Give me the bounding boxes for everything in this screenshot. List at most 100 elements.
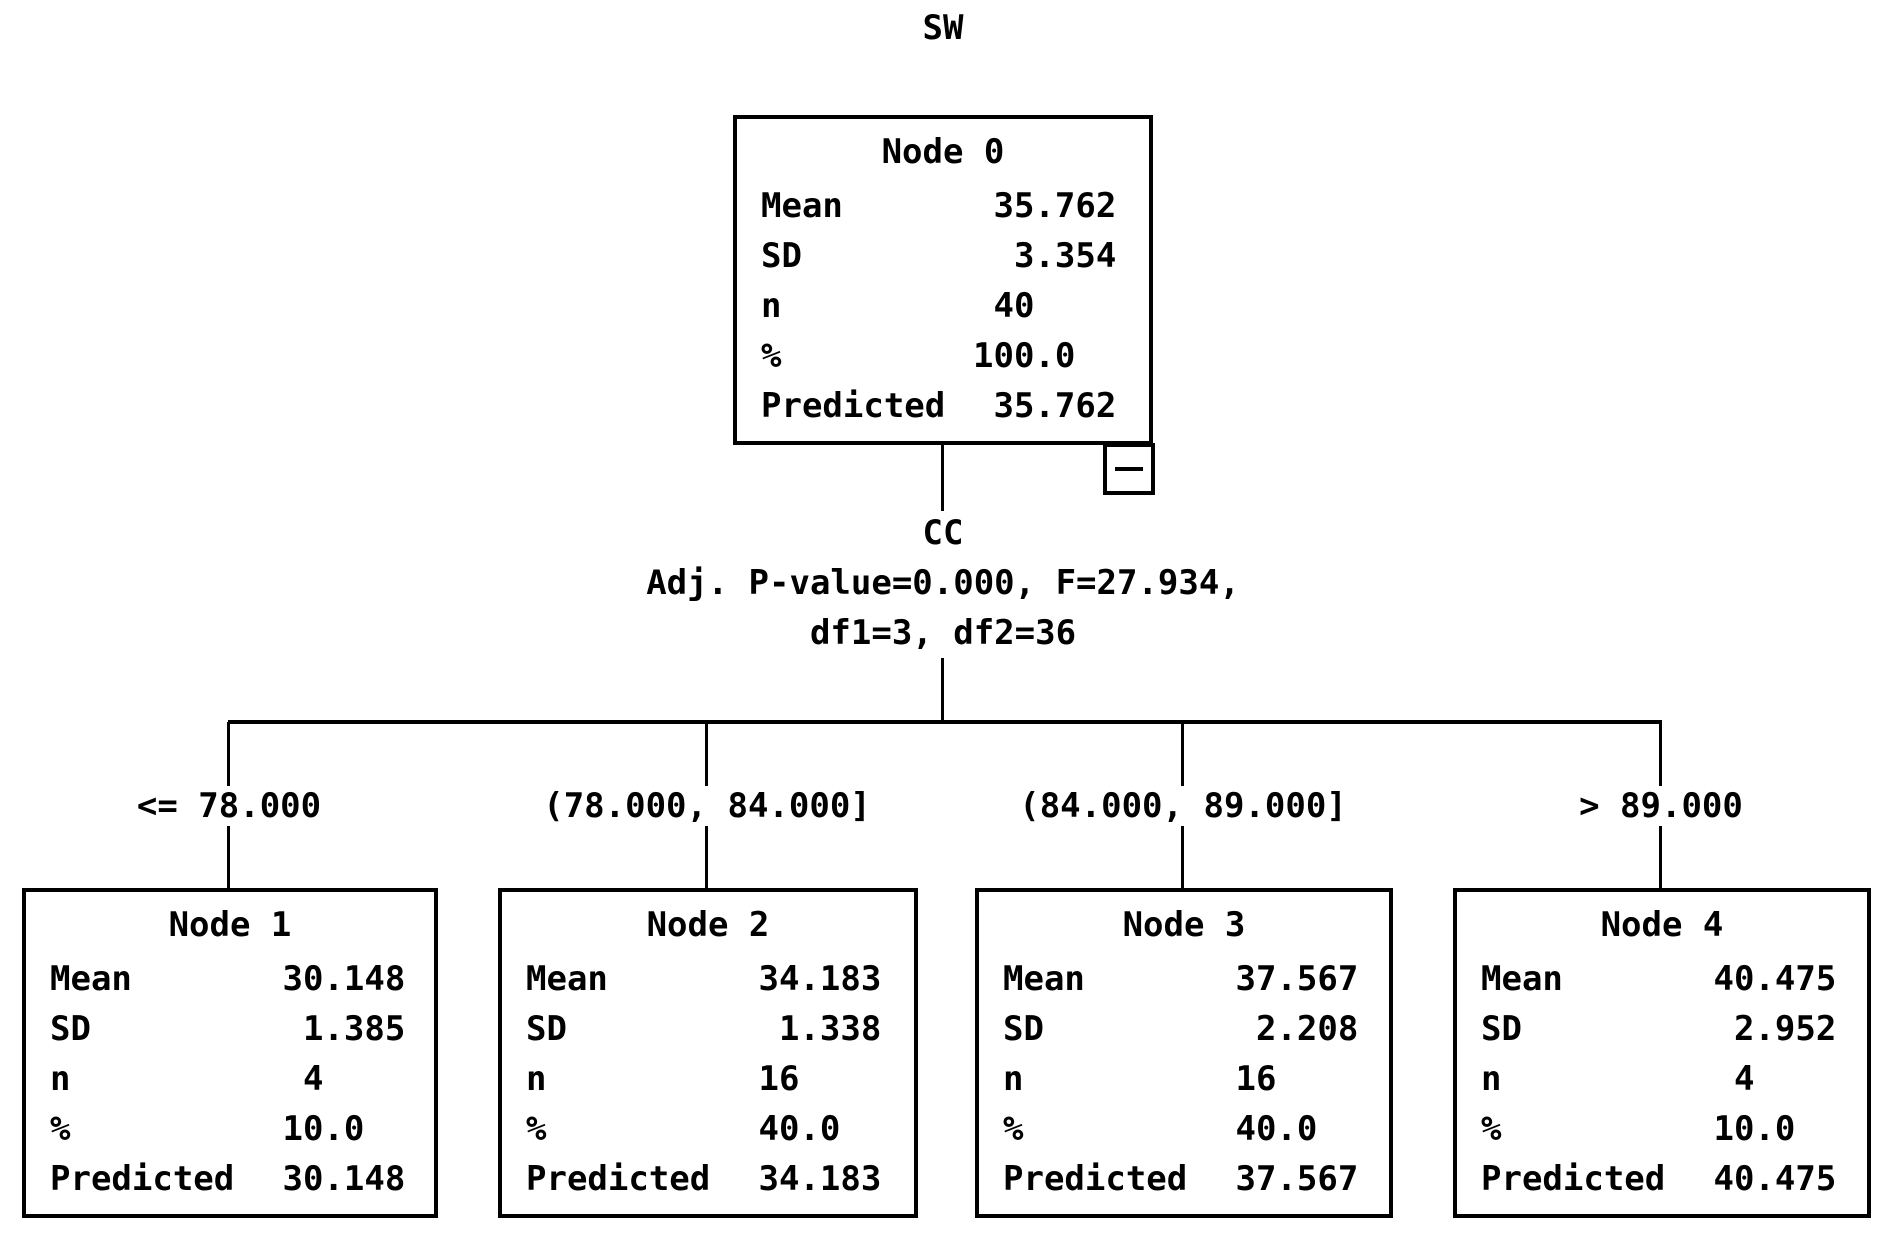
stat-value: 40.0 — [738, 1109, 841, 1149]
stat-label: % — [50, 1109, 71, 1149]
minus-icon — [1115, 467, 1143, 471]
stat-row: n 40 — [737, 281, 1149, 331]
stat-row: % 100.0 — [737, 331, 1149, 381]
stat-label: Mean — [526, 959, 608, 999]
stat-row: n 16 — [502, 1054, 914, 1104]
stat-label: SD — [761, 236, 802, 276]
connector-split-to-crossbar — [941, 658, 944, 722]
node-stats-table: Mean 34.183 SD 1.338 n 16 % 40.0 Predict… — [502, 954, 914, 1204]
stat-row: Predicted 34.183 — [502, 1154, 914, 1204]
stat-row: Mean 34.183 — [502, 954, 914, 1004]
stat-value: 2.208 — [1215, 1009, 1359, 1049]
branch-condition-1: <= 78.000 — [128, 786, 330, 826]
stat-value: 4 — [1693, 1059, 1755, 1099]
stat-value: 35.762 — [973, 186, 1117, 226]
stat-value: 34.183 — [738, 1159, 882, 1199]
tree-node-2[interactable]: Node 2 Mean 34.183 SD 1.338 n 16 % 40.0 … — [498, 888, 918, 1218]
stat-value: 3.354 — [973, 236, 1117, 276]
stat-row: Predicted 40.475 — [1457, 1154, 1867, 1204]
stat-label: n — [526, 1059, 547, 1099]
stat-label: SD — [1481, 1009, 1522, 1049]
node-stats-table: Mean 35.762 SD 3.354 n 40 % 100.0 Predic… — [737, 181, 1149, 431]
stat-value: 1.338 — [738, 1009, 882, 1049]
stat-value: 16 — [1215, 1059, 1277, 1099]
stat-row: Predicted 37.567 — [979, 1154, 1389, 1204]
stat-value: 35.762 — [973, 386, 1117, 426]
stat-row: SD 2.208 — [979, 1004, 1389, 1054]
stat-label: Mean — [50, 959, 132, 999]
branch-condition-4: > 89.000 — [1571, 786, 1751, 826]
stat-label: % — [1003, 1109, 1024, 1149]
tree-node-4[interactable]: Node 4 Mean 40.475 SD 2.952 n 4 % 10.0 P… — [1453, 888, 1871, 1218]
stat-label: % — [526, 1109, 547, 1149]
stat-row: Predicted 35.762 — [737, 381, 1149, 431]
stat-label: Predicted — [1481, 1159, 1666, 1199]
stat-row: SD 2.952 — [1457, 1004, 1867, 1054]
stat-label: SD — [1003, 1009, 1044, 1049]
stat-row: % 10.0 — [26, 1104, 434, 1154]
stat-label: n — [1003, 1059, 1024, 1099]
connector-root-to-split — [941, 445, 944, 511]
stat-row: Mean 30.148 — [26, 954, 434, 1004]
stat-value: 40.0 — [1215, 1109, 1318, 1149]
stat-label: SD — [50, 1009, 91, 1049]
stat-row: % 10.0 — [1457, 1104, 1867, 1154]
stat-label: Predicted — [50, 1159, 235, 1199]
branch-condition-3: (84.000, 89.000] — [1011, 786, 1355, 826]
stat-row: Predicted 30.148 — [26, 1154, 434, 1204]
stat-value: 30.148 — [262, 1159, 406, 1199]
tree-node-0[interactable]: Node 0 Mean 35.762 SD 3.354 n 40 % 100.0… — [733, 115, 1153, 445]
stat-value: 30.148 — [262, 959, 406, 999]
split-variable: CC — [922, 513, 964, 553]
stat-label: Predicted — [761, 386, 946, 426]
stat-value: 10.0 — [262, 1109, 365, 1149]
stat-row: n 4 — [26, 1054, 434, 1104]
tree-node-1[interactable]: Node 1 Mean 30.148 SD 1.385 n 4 % 10.0 P… — [22, 888, 438, 1218]
node-title: Node 4 — [1600, 905, 1724, 945]
stat-value: 40.475 — [1693, 959, 1837, 999]
stat-value: 1.385 — [262, 1009, 406, 1049]
stat-value: 2.952 — [1693, 1009, 1837, 1049]
stat-value: 16 — [738, 1059, 800, 1099]
stat-value: 40.475 — [1693, 1159, 1837, 1199]
stat-label: Predicted — [526, 1159, 711, 1199]
stat-label: % — [1481, 1109, 1502, 1149]
stat-row: Mean 37.567 — [979, 954, 1389, 1004]
stat-label: Mean — [1003, 959, 1085, 999]
stat-value: 100.0 — [973, 336, 1076, 376]
node-title: Node 2 — [646, 905, 770, 945]
tree-title: SW — [922, 8, 964, 48]
tree-node-3[interactable]: Node 3 Mean 37.567 SD 2.208 n 16 % 40.0 … — [975, 888, 1393, 1218]
stat-label: Predicted — [1003, 1159, 1188, 1199]
stat-row: Mean 40.475 — [1457, 954, 1867, 1004]
stat-row: n 4 — [1457, 1054, 1867, 1104]
stat-row: SD 1.338 — [502, 1004, 914, 1054]
stat-label: n — [761, 286, 782, 326]
stat-row: SD 1.385 — [26, 1004, 434, 1054]
split-stats-line2: df1=3, df2=36 — [809, 613, 1077, 653]
stat-label: % — [761, 336, 782, 376]
stat-row: Mean 35.762 — [737, 181, 1149, 231]
stat-row: % 40.0 — [979, 1104, 1389, 1154]
branch-condition-2: (78.000, 84.000] — [535, 786, 879, 826]
stat-row: n 16 — [979, 1054, 1389, 1104]
stat-value: 10.0 — [1693, 1109, 1796, 1149]
stat-value: 4 — [262, 1059, 324, 1099]
stat-value: 37.567 — [1215, 959, 1359, 999]
stat-value: 34.183 — [738, 959, 882, 999]
node-stats-table: Mean 30.148 SD 1.385 n 4 % 10.0 Predicte… — [26, 954, 434, 1204]
split-info: CC Adj. P-value=0.000, F=27.934, df1=3, … — [443, 508, 1443, 658]
stat-label: Mean — [1481, 959, 1563, 999]
collapse-node-button[interactable] — [1103, 443, 1155, 495]
connector-crossbar — [228, 720, 1662, 724]
stat-value: 40 — [973, 286, 1035, 326]
stat-label: n — [1481, 1059, 1502, 1099]
node-title: Node 0 — [881, 132, 1005, 172]
node-title: Node 3 — [1122, 905, 1246, 945]
stat-label: SD — [526, 1009, 567, 1049]
stat-label: n — [50, 1059, 71, 1099]
stat-row: % 40.0 — [502, 1104, 914, 1154]
node-stats-table: Mean 37.567 SD 2.208 n 16 % 40.0 Predict… — [979, 954, 1389, 1204]
split-stats-line1: Adj. P-value=0.000, F=27.934, — [646, 563, 1240, 603]
